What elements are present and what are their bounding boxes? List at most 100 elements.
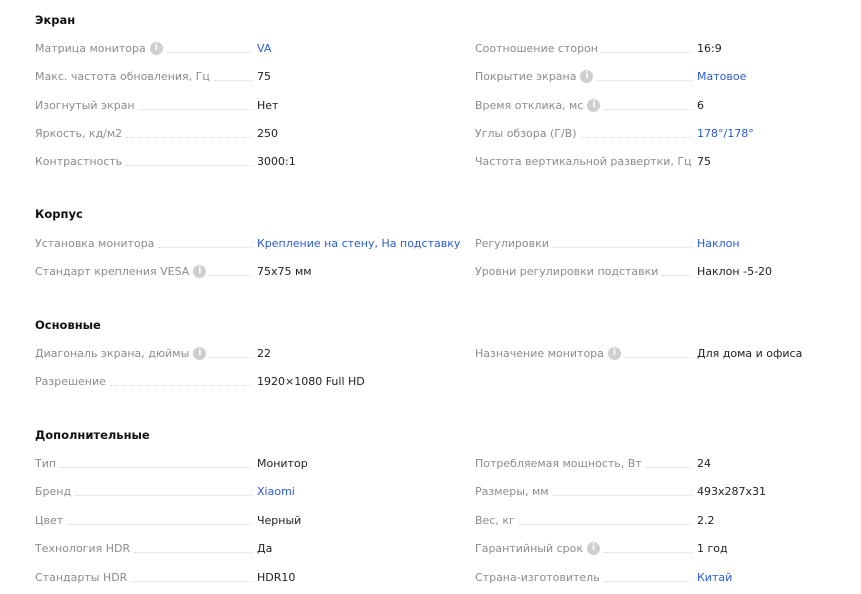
spec-value: 2.2 [697,513,715,527]
spec-label: Цвет [35,514,257,527]
spec-row: Установка монитора Крепление на стену, На… [35,233,460,253]
spec-label-text: Яркость, кд/м2 [35,126,123,140]
spec-label: Макс. частота обновления, Гц [35,70,257,83]
spec-label-text: Уровни регулировки подставки [475,264,659,278]
spec-label: Время отклика, мс i [475,98,697,112]
spec-row: Углы обзора (Г/В) 178°/178° [475,123,861,143]
dotted-leader [597,72,692,81]
dotted-leader [126,157,252,166]
spec-value: 250 [257,126,278,140]
info-icon[interactable]: i [193,346,207,360]
spec-row: Яркость, кд/м2 250 [35,123,455,143]
dotted-leader [75,487,252,496]
spec-label: Тип [35,457,257,470]
spec-row: Время отклика, мс i 6 [475,95,861,115]
spec-label: Страна-изготовитель [475,571,697,584]
dotted-leader [662,267,692,276]
info-icon[interactable]: i [607,346,621,360]
spec-value: Для дома и офиса [697,346,803,360]
spec-row: Цвет Черный [35,510,455,530]
spec-label-text: Покрытие экрана [475,69,577,83]
info-icon[interactable]: i [587,98,601,112]
spec-label-text: Время отклика, мс [475,98,584,112]
dotted-leader [552,487,692,496]
spec-value: Монитор [257,456,308,470]
spec-label-text: Технология HDR [35,541,131,555]
spec-value: 75x75 мм [257,264,312,278]
spec-label-text: Назначение монитора [475,346,604,360]
dotted-leader [603,573,692,582]
spec-row: Назначение монитора i Для дома и офиса [475,343,861,363]
spec-label-text: Диагональ экрана, дюймы [35,346,190,360]
spec-value: 3000:1 [257,154,296,168]
spec-label-text: Разрешение [35,374,106,388]
dotted-leader [213,72,252,81]
dotted-leader [604,544,692,553]
spec-value: 1920×1080 Full HD [257,374,365,388]
dotted-leader [552,239,692,248]
spec-label-text: Матрица монитора [35,41,146,55]
section: Экран Матрица монитора i VA Соотношение стор… [35,10,835,168]
dotted-leader [158,239,252,248]
info-icon[interactable]: i [193,264,207,278]
spec-label-text: Потребляемая мощность, Вт [475,456,642,470]
spec-label: Потребляемая мощность, Вт [475,457,697,470]
dotted-leader [166,44,252,53]
spec-label: Бренд [35,485,257,498]
dotted-leader [210,349,252,358]
spec-row: Покрытие экрана i Матовое [475,66,861,86]
spec-row: Матрица монитора i VA [35,38,455,58]
spec-value: 22 [257,346,271,360]
dotted-leader [602,44,692,53]
spec-value: Да [257,541,273,555]
spec-label: Яркость, кд/м2 [35,127,257,140]
spec-label: Соотношение сторон [475,42,697,55]
spec-row: Частота вертикальной развертки, Гц 75 [475,151,861,171]
spec-label-text: Установка монитора [35,236,155,250]
dotted-leader [131,573,252,582]
spec-row: Диагональ экрана, дюймы i 22 [35,343,455,363]
spec-label-text: Бренд [35,484,72,498]
spec-label-text: Углы обзора (Г/В) [475,126,577,140]
dotted-leader [518,516,692,525]
spec-value-link[interactable]: Xiaomi [257,484,295,498]
spec-row: Потребляемая мощность, Вт 24 [475,453,861,473]
spec-label: Размеры, мм [475,485,697,498]
spec-row: Страна-изготовитель Китай [475,567,861,587]
spec-label: Установка монитора [35,237,257,250]
spec-label: Вес, кг [475,514,697,527]
spec-label: Регулировки [475,237,697,250]
spec-label: Разрешение [35,375,257,388]
dotted-leader [126,129,252,138]
spec-value: HDR10 [257,570,296,584]
spec-row: Гарантийный срок i 1 год [475,538,861,558]
dotted-leader [580,129,692,138]
spec-value-link[interactable]: 178°/178° [697,126,754,140]
spec-row: Размеры, мм 493x287x31 [475,481,861,501]
section-title: Экран [35,13,76,27]
info-icon[interactable]: i [149,41,163,55]
spec-row: Контрастность 3000:1 [35,151,455,171]
info-icon[interactable]: i [580,69,594,83]
spec-value-link[interactable]: Крепление на стену, На подставку [257,236,461,250]
spec-value: Наклон -5-20 [697,264,773,278]
section: Основные Диагональ экрана, дюймы i 22 Назнач… [35,315,835,388]
spec-label-text: Контрастность [35,154,123,168]
dotted-leader [67,516,252,525]
spec-value-link[interactable]: Китай [697,570,733,584]
spec-label-text: Соотношение сторон [475,41,598,55]
spec-value-link[interactable]: Наклон [697,236,740,250]
spec-row: Технология HDR Да [35,538,455,558]
spec-label-text: Регулировки [475,236,549,250]
spec-label: Углы обзора (Г/В) [475,127,697,140]
spec-value: 24 [697,456,711,470]
spec-value-link[interactable]: VA [257,41,272,55]
spec-row: Тип Монитор [35,453,455,473]
info-icon[interactable]: i [587,541,600,555]
dotted-leader [60,459,252,468]
spec-row: Изогнутый экран Нет [35,95,455,115]
dotted-leader [109,377,252,386]
spec-value-link[interactable]: Матовое [697,69,747,83]
spec-row: Стандарты HDR HDR10 [35,567,455,587]
dotted-leader [210,267,252,276]
